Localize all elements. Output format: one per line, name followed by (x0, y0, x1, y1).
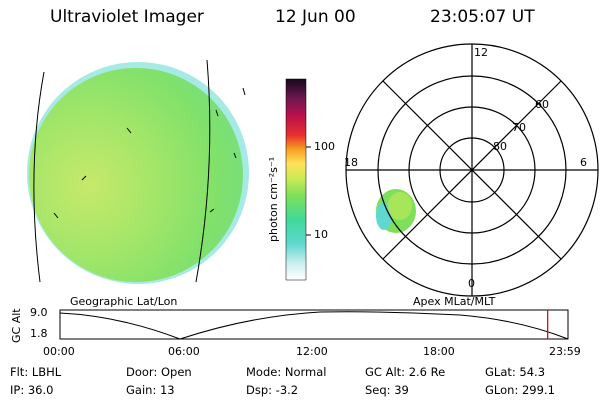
geographic-panel-label: Geographic Lat/Lon (70, 295, 178, 308)
time-tick-1800: 18:00 (423, 345, 455, 358)
colorbar-tick-10: 10 (314, 228, 328, 241)
status-ip: IP: 36.0 (10, 383, 54, 397)
time-label: 23:05:07 UT (430, 7, 535, 27)
altitude-tick-min: 1.8 (30, 327, 48, 340)
status-door: Door: Open (126, 365, 192, 379)
status-gc-alt: GC Alt: 2.6 Re (365, 365, 446, 379)
mlt-label-6: 6 (580, 156, 587, 169)
status-filter: Flt: LBHL (10, 365, 62, 379)
altitude-tick-max: 9.0 (30, 306, 48, 319)
status-dsp: Dsp: -3.2 (246, 383, 299, 397)
mlt-label-18: 18 (344, 156, 358, 169)
altitude-curve (59, 311, 569, 340)
apex-panel-label: Apex MLat/MLT (413, 295, 496, 308)
date-label: 12 Jun 00 (275, 7, 356, 27)
time-tick-0000: 00:00 (43, 345, 75, 358)
time-tick-1200: 12:00 (296, 345, 328, 358)
status-gain: Gain: 13 (126, 383, 175, 397)
app-title: Ultraviolet Imager (50, 7, 204, 27)
status-glon: GLon: 299.1 (485, 383, 555, 397)
longitude-lines (33, 59, 211, 283)
time-tick-0600: 06:00 (168, 345, 200, 358)
mlt-label-12: 12 (474, 46, 488, 59)
status-glat: GLat: 54.3 (485, 365, 546, 379)
status-seq: Seq: 39 (365, 383, 409, 397)
mlat-label-70: 70 (512, 121, 526, 134)
mlat-label-60: 60 (535, 98, 549, 111)
colorbar-tick-100: 100 (314, 140, 335, 153)
coastline-fragments (53, 87, 246, 219)
auroral-patch (376, 189, 416, 233)
mlt-label-0: 0 (468, 277, 475, 290)
mlat-label-80: 80 (493, 140, 507, 153)
time-tick-2359: 23:59 (549, 345, 581, 358)
status-mode: Mode: Normal (246, 365, 327, 379)
earth-disk (27, 62, 249, 284)
